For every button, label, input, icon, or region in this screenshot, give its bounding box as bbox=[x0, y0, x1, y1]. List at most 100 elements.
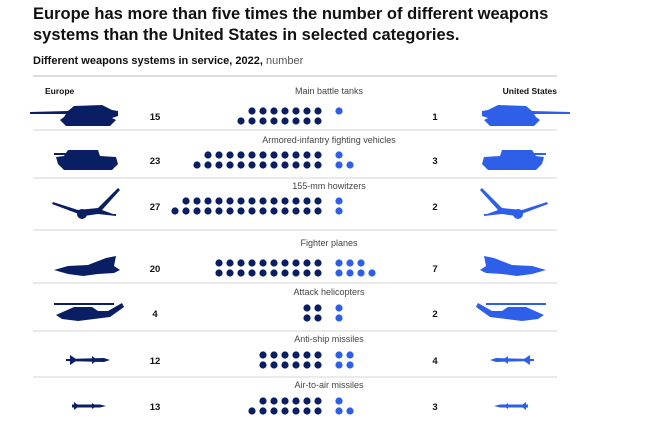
europe-dot bbox=[292, 107, 300, 115]
europe-dot bbox=[314, 314, 322, 322]
category-label: Main battle tanks bbox=[295, 86, 364, 96]
europe-dot bbox=[270, 117, 278, 125]
us-value: 3 bbox=[432, 156, 437, 167]
europe-dot bbox=[292, 407, 300, 415]
europe-dot bbox=[270, 107, 278, 115]
europe-dot bbox=[292, 197, 300, 205]
europe-dot bbox=[303, 304, 311, 312]
europe-dot bbox=[193, 197, 201, 205]
europe-dot bbox=[314, 259, 322, 267]
helicopter-icon-us bbox=[476, 303, 546, 321]
us-dot bbox=[335, 304, 343, 312]
europe-dot bbox=[314, 207, 322, 215]
subtitle-unit: number bbox=[265, 55, 304, 67]
us-dot bbox=[357, 259, 365, 267]
us-dot bbox=[335, 259, 343, 267]
ifv-icon-europe bbox=[54, 150, 118, 170]
europe-dot bbox=[270, 407, 278, 415]
europe-dot bbox=[259, 361, 267, 369]
europe-dot bbox=[226, 151, 234, 159]
howitzer-icon-europe bbox=[52, 188, 120, 219]
europe-dot bbox=[270, 161, 278, 169]
europe-dot bbox=[248, 197, 256, 205]
europe-dot bbox=[292, 117, 300, 125]
us-value: 4 bbox=[432, 356, 438, 367]
europe-dot bbox=[204, 161, 212, 169]
us-value: 1 bbox=[432, 112, 438, 123]
europe-dot bbox=[237, 151, 245, 159]
europe-dot bbox=[303, 151, 311, 159]
europe-dot bbox=[314, 161, 322, 169]
europe-dot bbox=[292, 161, 300, 169]
europe-dot bbox=[259, 407, 267, 415]
us-dot bbox=[346, 351, 354, 359]
europe-dot bbox=[292, 259, 300, 267]
europe-dot bbox=[182, 197, 190, 205]
europe-dot bbox=[314, 269, 322, 277]
europe-dot bbox=[270, 351, 278, 359]
europe-dot bbox=[314, 361, 322, 369]
us-dot bbox=[346, 361, 354, 369]
europe-dot bbox=[270, 269, 278, 277]
europe-dot bbox=[314, 107, 322, 115]
europe-dot bbox=[303, 207, 311, 215]
us-dot bbox=[346, 161, 354, 169]
anti-ship-missile-icon-europe bbox=[66, 355, 110, 365]
europe-dot bbox=[237, 269, 245, 277]
tank-icon-us bbox=[482, 105, 570, 126]
air-to-air-missile-icon-europe bbox=[72, 402, 106, 410]
europe-dot bbox=[292, 351, 300, 359]
us-dot bbox=[335, 161, 343, 169]
europe-dot bbox=[259, 151, 267, 159]
ifv-icon-us bbox=[482, 150, 546, 170]
europe-dot bbox=[270, 197, 278, 205]
us-dot bbox=[335, 207, 343, 215]
us-value: 2 bbox=[432, 309, 437, 320]
europe-dot bbox=[292, 207, 300, 215]
europe-dot bbox=[237, 259, 245, 267]
europe-dot bbox=[281, 397, 289, 405]
category-label: Armored-infantry fighting vehicles bbox=[262, 135, 396, 145]
us-header: United States bbox=[503, 86, 558, 96]
europe-dot bbox=[204, 151, 212, 159]
us-dot bbox=[368, 269, 376, 277]
europe-dot bbox=[314, 407, 322, 415]
us-dot bbox=[335, 314, 343, 322]
europe-dot bbox=[259, 117, 267, 125]
us-dot bbox=[357, 269, 365, 277]
us-value: 3 bbox=[432, 402, 437, 413]
fighter-jet-icon-europe bbox=[54, 256, 120, 276]
europe-value: 15 bbox=[150, 112, 161, 123]
europe-dot bbox=[248, 407, 256, 415]
europe-dot bbox=[248, 161, 256, 169]
us-dot bbox=[346, 259, 354, 267]
europe-dot bbox=[281, 117, 289, 125]
europe-dot bbox=[303, 397, 311, 405]
us-dot bbox=[335, 397, 343, 405]
europe-dot bbox=[270, 151, 278, 159]
us-dot bbox=[335, 151, 343, 159]
air-to-air-missile-icon-us bbox=[494, 402, 528, 410]
us-dot bbox=[335, 269, 343, 277]
europe-dot bbox=[248, 107, 256, 115]
europe-dot bbox=[226, 207, 234, 215]
europe-dot bbox=[303, 407, 311, 415]
europe-dot bbox=[270, 361, 278, 369]
europe-dot bbox=[281, 207, 289, 215]
europe-dot bbox=[259, 207, 267, 215]
category-label: Air-to-air missiles bbox=[294, 380, 364, 390]
europe-dot bbox=[270, 397, 278, 405]
europe-dot bbox=[215, 207, 223, 215]
europe-dot bbox=[303, 314, 311, 322]
category-label: 155-mm howitzers bbox=[292, 181, 366, 191]
europe-dot bbox=[248, 117, 256, 125]
europe-dot bbox=[204, 207, 212, 215]
us-dot bbox=[335, 107, 343, 115]
europe-dot bbox=[314, 304, 322, 312]
europe-dot bbox=[259, 269, 267, 277]
anti-ship-missile-icon-us bbox=[490, 355, 534, 365]
europe-dot bbox=[259, 397, 267, 405]
europe-value: 4 bbox=[152, 309, 158, 320]
europe-dot bbox=[281, 361, 289, 369]
